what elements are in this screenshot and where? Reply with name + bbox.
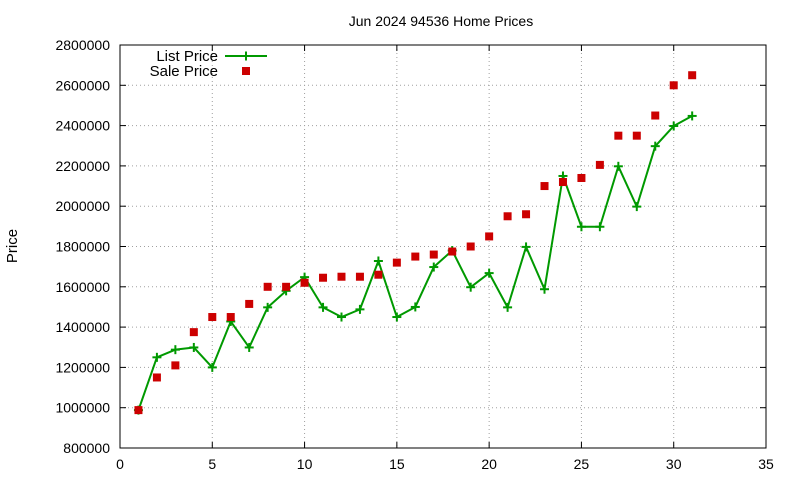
series-1 — [134, 71, 697, 415]
y-tick-label: 1800000 — [55, 239, 110, 255]
data-point — [576, 222, 586, 232]
y-tick-label: 2800000 — [55, 37, 110, 53]
axis-ticks: 0 5 10 15 20 25 30 35 800000 1000000 1200000 140000… — [55, 37, 774, 472]
data-point — [503, 212, 512, 221]
grid — [120, 45, 766, 448]
series-0 — [133, 111, 697, 415]
chart-title: Jun 2024 94536 Home Prices — [349, 13, 533, 29]
legend-marker — [242, 67, 250, 75]
data-point — [134, 406, 143, 415]
data-point — [522, 210, 531, 219]
data-point — [632, 131, 641, 140]
data-point — [577, 173, 586, 182]
x-tick-label: 15 — [389, 456, 405, 472]
data-point — [373, 256, 383, 266]
data-point — [392, 258, 401, 267]
data-point — [614, 131, 623, 140]
data-point — [448, 247, 457, 256]
data-point — [540, 284, 550, 294]
data-point — [263, 282, 272, 291]
data-point — [595, 160, 604, 169]
data-point — [282, 282, 291, 291]
data-point — [410, 302, 420, 312]
series-line — [137, 115, 693, 411]
data-point — [392, 312, 402, 322]
legend-label-list-price: List Price — [156, 48, 218, 65]
legend-swatch-list-price — [225, 51, 267, 61]
data-point — [429, 262, 439, 272]
series-layer — [133, 71, 697, 415]
y-tick-label: 800000 — [63, 440, 110, 456]
data-point — [189, 328, 198, 337]
y-axis-label: Price — [4, 229, 21, 263]
data-point — [466, 242, 475, 251]
data-point — [540, 182, 549, 191]
data-point — [613, 161, 623, 171]
data-point — [466, 282, 476, 292]
legend-label-sale-price: Sale Price — [150, 63, 218, 80]
data-point — [651, 111, 660, 120]
legend: List Price Sale Price — [150, 48, 267, 80]
data-point — [669, 121, 679, 131]
data-point — [318, 302, 328, 312]
data-point — [337, 272, 346, 281]
data-point — [189, 342, 199, 352]
data-point — [152, 373, 161, 382]
data-point — [374, 270, 383, 279]
x-tick-label: 35 — [758, 456, 774, 472]
x-tick-label: 0 — [116, 456, 124, 472]
y-tick-label: 1400000 — [55, 319, 110, 335]
legend-swatch-sale-price — [242, 67, 250, 75]
data-point — [411, 252, 420, 261]
data-point — [336, 312, 346, 322]
data-point — [687, 111, 697, 121]
y-tick-label: 2200000 — [55, 158, 110, 174]
x-tick-label: 10 — [297, 456, 313, 472]
data-point — [484, 268, 494, 278]
data-point — [521, 242, 531, 252]
x-tick-label: 5 — [208, 456, 216, 472]
data-point — [595, 222, 605, 232]
data-point — [208, 313, 217, 322]
data-point — [355, 304, 365, 314]
data-point — [650, 141, 660, 151]
y-tick-label: 1600000 — [55, 279, 110, 295]
x-tick-label: 20 — [481, 456, 497, 472]
y-tick-label: 1200000 — [55, 359, 110, 375]
data-point — [688, 71, 697, 80]
legend-marker — [241, 51, 251, 61]
y-tick-label: 2400000 — [55, 118, 110, 134]
data-point — [171, 361, 180, 370]
data-point — [669, 81, 678, 90]
data-point — [245, 299, 254, 308]
data-point — [207, 362, 217, 372]
y-tick-label: 1000000 — [55, 400, 110, 416]
y-tick-label: 2600000 — [55, 77, 110, 93]
data-point — [355, 272, 364, 281]
y-tick-label: 2000000 — [55, 198, 110, 214]
data-point — [558, 178, 567, 187]
data-point — [485, 232, 494, 241]
x-tick-label: 25 — [574, 456, 590, 472]
data-point — [632, 202, 642, 212]
data-point — [263, 302, 273, 312]
data-point — [152, 352, 162, 362]
data-point — [226, 313, 235, 322]
data-point — [244, 342, 254, 352]
data-point — [300, 278, 309, 287]
data-point — [503, 302, 513, 312]
data-point — [319, 273, 328, 282]
data-point — [170, 345, 180, 355]
x-tick-label: 30 — [666, 456, 682, 472]
data-point — [429, 250, 438, 259]
